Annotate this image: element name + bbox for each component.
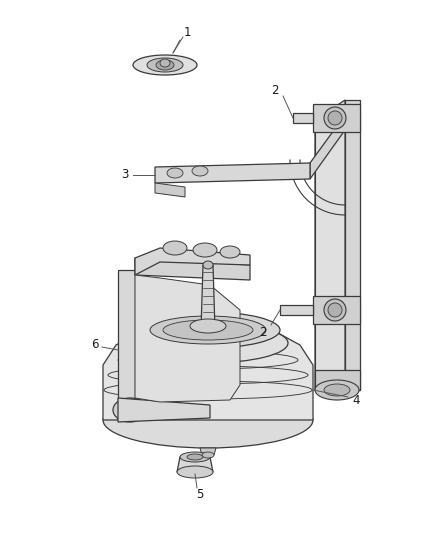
Ellipse shape [128, 323, 288, 363]
Polygon shape [345, 100, 360, 390]
Polygon shape [118, 270, 135, 410]
Ellipse shape [103, 392, 313, 448]
Ellipse shape [156, 60, 174, 70]
Polygon shape [118, 398, 210, 422]
Text: 5: 5 [196, 488, 204, 500]
Polygon shape [155, 163, 310, 183]
Polygon shape [315, 370, 360, 390]
Polygon shape [103, 330, 313, 420]
Polygon shape [135, 248, 250, 275]
Polygon shape [200, 448, 216, 455]
Polygon shape [155, 183, 185, 197]
Polygon shape [201, 265, 215, 330]
Text: 4: 4 [352, 393, 360, 407]
Polygon shape [313, 104, 360, 132]
Ellipse shape [190, 319, 226, 333]
Ellipse shape [328, 303, 342, 317]
Ellipse shape [180, 452, 210, 462]
Ellipse shape [113, 398, 147, 422]
Ellipse shape [163, 320, 253, 340]
Ellipse shape [192, 166, 208, 176]
Ellipse shape [177, 466, 213, 478]
Text: 2: 2 [259, 326, 267, 338]
Ellipse shape [160, 59, 170, 67]
Polygon shape [177, 457, 213, 472]
Polygon shape [135, 258, 250, 280]
Ellipse shape [203, 261, 213, 269]
Polygon shape [293, 113, 313, 123]
Ellipse shape [187, 454, 203, 460]
Ellipse shape [167, 168, 183, 178]
Ellipse shape [324, 107, 346, 129]
Ellipse shape [150, 316, 266, 344]
Ellipse shape [136, 312, 280, 348]
Text: 6: 6 [91, 338, 99, 351]
Polygon shape [280, 305, 313, 315]
Ellipse shape [324, 299, 346, 321]
Text: 3: 3 [121, 168, 129, 182]
Ellipse shape [163, 241, 187, 255]
Ellipse shape [193, 243, 217, 257]
Ellipse shape [202, 452, 214, 458]
Ellipse shape [147, 58, 183, 72]
Polygon shape [135, 275, 240, 402]
Polygon shape [315, 100, 345, 390]
Text: 2: 2 [271, 84, 279, 96]
Polygon shape [310, 115, 345, 179]
Ellipse shape [133, 55, 197, 75]
Ellipse shape [315, 380, 359, 400]
Ellipse shape [324, 384, 350, 396]
Text: 1: 1 [183, 27, 191, 39]
Polygon shape [313, 296, 360, 324]
Ellipse shape [328, 111, 342, 125]
Ellipse shape [220, 246, 240, 258]
